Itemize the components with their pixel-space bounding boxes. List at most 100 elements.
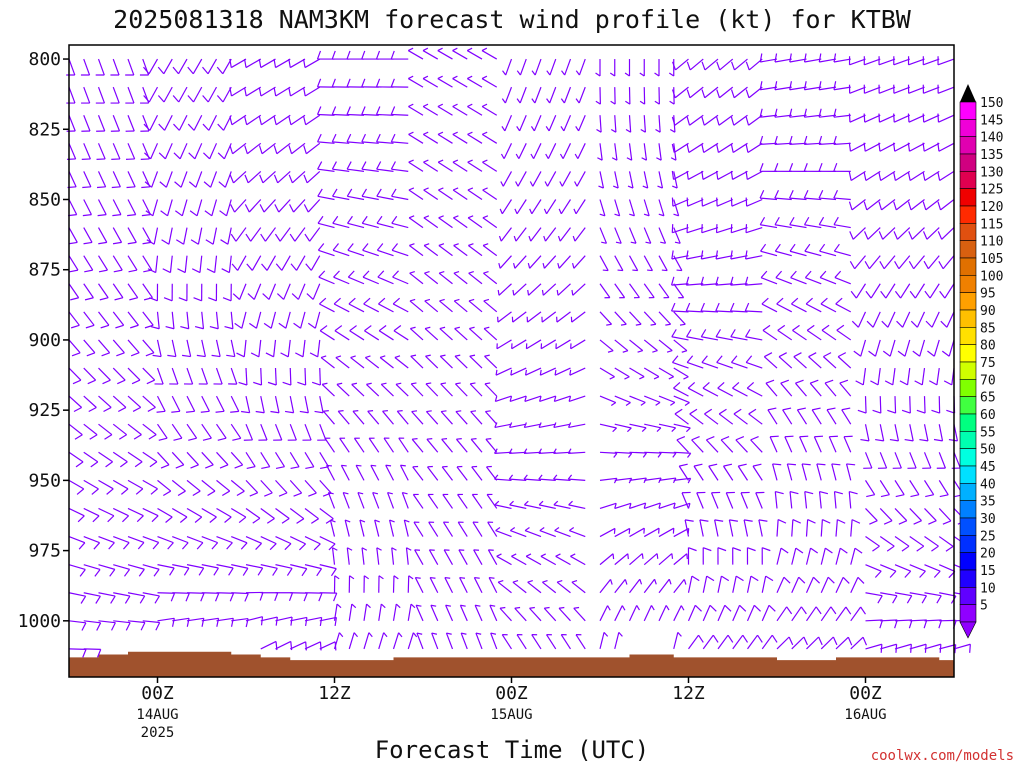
wind-barb-flag <box>160 210 168 217</box>
wind-barb <box>540 555 557 566</box>
wind-barb <box>425 411 439 425</box>
wind-barb-flag <box>628 528 631 534</box>
wind-barb <box>923 114 940 123</box>
wind-barb-flag <box>937 201 942 211</box>
wind-barb <box>509 423 527 429</box>
wind-barb <box>925 199 940 211</box>
wind-barb <box>332 249 350 257</box>
wind-barb-flag <box>730 170 734 180</box>
wind-barb <box>702 605 711 622</box>
wind-barb <box>791 636 805 650</box>
wind-barb-flag <box>945 545 954 552</box>
wind-barb <box>923 424 929 441</box>
colorbar-swatch <box>959 327 977 345</box>
wind-barb <box>658 171 664 189</box>
wind-barb-flag <box>408 575 414 580</box>
wind-barb-flag <box>437 131 444 135</box>
wind-barb-flag <box>482 159 488 163</box>
wind-barb <box>157 451 170 466</box>
colorbar-swatch <box>959 483 977 501</box>
wind-barb-flag <box>481 47 488 52</box>
wind-barb <box>228 255 232 273</box>
wind-barb <box>112 199 122 215</box>
wind-barb-flag <box>441 410 447 413</box>
wind-barb-flag <box>187 95 194 103</box>
wind-barb-flag <box>194 326 204 330</box>
wind-barb-flag <box>942 520 952 525</box>
wind-barb <box>300 311 306 329</box>
wind-barb-flag <box>689 408 698 415</box>
wind-barb-flag <box>101 352 110 357</box>
wind-barb-flag <box>841 407 851 411</box>
wind-barb <box>658 143 662 161</box>
wind-barb <box>887 311 896 328</box>
wind-barb-flag <box>148 434 157 440</box>
wind-barb-flag <box>138 568 145 577</box>
wind-barb <box>275 479 288 494</box>
wind-barb-flag <box>333 297 341 305</box>
wind-barb-flag <box>475 632 482 635</box>
wind-barb <box>309 227 321 242</box>
wind-barb <box>563 114 572 132</box>
wind-barb <box>235 227 247 242</box>
wind-barb-flag <box>319 617 323 627</box>
wind-barb <box>319 616 337 622</box>
wind-barb-flag <box>795 379 804 384</box>
wind-barb <box>746 605 755 622</box>
wind-barb-flag <box>777 519 787 524</box>
wind-barb <box>816 463 822 481</box>
wind-barb-flag <box>571 289 574 296</box>
wind-barb <box>673 283 685 298</box>
wind-barb-flag <box>303 204 309 213</box>
wind-barb <box>882 227 896 240</box>
wind-barb-flag <box>936 595 942 604</box>
wind-barb <box>614 553 629 566</box>
wind-barb <box>452 189 468 200</box>
wind-barb-flag <box>202 437 212 441</box>
wind-barb-flag <box>824 379 834 384</box>
wind-barb-flag <box>331 133 337 143</box>
wind-barb-flag <box>288 592 294 602</box>
wind-barb-flag <box>408 47 414 52</box>
wind-barb <box>892 367 896 385</box>
wind-barb-flag <box>188 152 196 160</box>
wind-barb <box>643 553 658 566</box>
wind-barb <box>696 492 704 509</box>
wind-barb <box>318 276 335 285</box>
wind-barb <box>937 86 955 94</box>
wind-barb-flag <box>775 270 783 279</box>
wind-barb-flag <box>848 201 853 211</box>
wind-barb <box>127 283 139 299</box>
wind-barb <box>944 283 955 299</box>
wind-barb <box>806 329 822 341</box>
wind-barb-flag <box>338 410 344 412</box>
wind-barb <box>237 255 247 271</box>
wind-barb-flag <box>857 409 867 414</box>
wind-barb-flag <box>622 350 629 353</box>
wind-barb <box>423 245 439 257</box>
wind-barb-flag <box>833 135 837 145</box>
wind-barb <box>127 143 136 160</box>
wind-barb-flag <box>452 187 459 191</box>
wind-barb-flag <box>937 231 943 240</box>
wind-barb-flag <box>441 438 448 440</box>
wind-barb-flag <box>842 576 850 584</box>
wind-barb-flag <box>939 290 946 299</box>
wind-barb <box>923 58 940 66</box>
wind-barb <box>534 58 542 76</box>
wind-barb <box>245 479 259 494</box>
wind-barb <box>913 255 925 270</box>
wind-barb <box>467 161 483 172</box>
wind-barb <box>319 368 321 386</box>
wind-barb <box>629 367 645 378</box>
wind-barb-flag <box>524 396 527 402</box>
wind-barb-flag <box>706 435 715 441</box>
wind-barb <box>98 339 111 354</box>
wind-barb-flag <box>410 354 417 357</box>
wind-barb-flag <box>509 422 513 428</box>
wind-barb-flag <box>523 474 528 480</box>
wind-barb <box>614 367 630 378</box>
wind-barb-flag <box>82 186 91 189</box>
wind-barb <box>142 311 154 326</box>
